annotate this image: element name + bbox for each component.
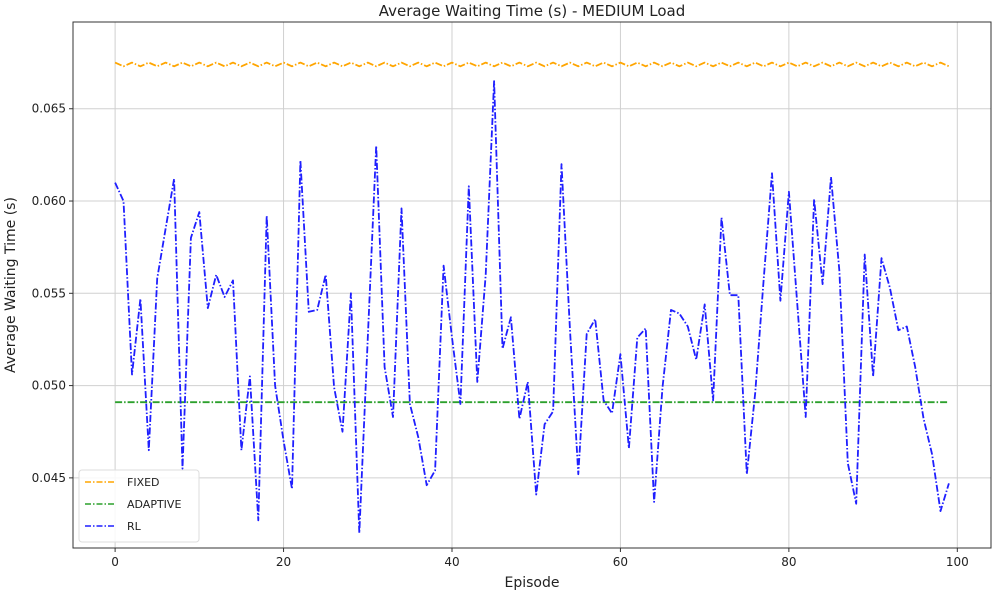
legend-label-rl: RL (127, 520, 142, 533)
y-axis-ticks: 0.045 0.050 0.055 0.060 0.065 (32, 102, 73, 485)
x-tick-label: 80 (781, 555, 796, 569)
x-tick-label: 40 (444, 555, 459, 569)
x-tick-label: 100 (946, 555, 969, 569)
x-axis-label: Episode (505, 575, 560, 591)
grid (73, 22, 991, 548)
plot-frame (73, 22, 991, 548)
series-line-fixed (115, 63, 949, 67)
x-tick-label: 60 (613, 555, 628, 569)
legend: FIXED ADAPTIVE RL (79, 470, 199, 542)
legend-label-fixed: FIXED (127, 476, 160, 489)
y-axis-label: Average Waiting Time (s) (3, 197, 19, 373)
y-tick-label: 0.055 (32, 286, 66, 300)
y-tick-label: 0.050 (32, 379, 66, 393)
series-line-rl (115, 81, 949, 533)
legend-label-adaptive: ADAPTIVE (127, 498, 181, 511)
x-tick-label: 20 (276, 555, 291, 569)
y-tick-label: 0.065 (32, 102, 66, 116)
series-lines (115, 63, 949, 534)
y-tick-label: 0.045 (32, 471, 66, 485)
x-axis-ticks: 0 20 40 60 80 100 (111, 548, 968, 569)
x-tick-label: 0 (111, 555, 119, 569)
y-tick-label: 0.060 (32, 194, 66, 208)
chart-title: Average Waiting Time (s) - MEDIUM Load (379, 2, 685, 20)
